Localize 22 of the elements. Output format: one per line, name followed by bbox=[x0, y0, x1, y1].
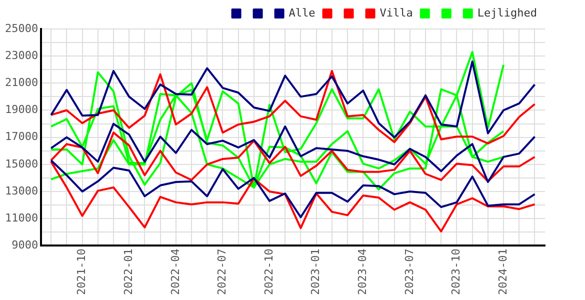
x-tick-label: 2023-10 bbox=[450, 248, 463, 295]
x-tick-label: 2022-10 bbox=[262, 248, 276, 295]
y-tick-label: 25000 bbox=[4, 22, 38, 35]
x-tick-label: 2022-04 bbox=[168, 248, 182, 295]
y-tick-label: 23000 bbox=[4, 48, 38, 62]
x-tick-label: 2022-07 bbox=[216, 248, 229, 295]
y-tick-label: 11000 bbox=[4, 211, 38, 224]
y-tick-label: 21000 bbox=[4, 76, 38, 90]
y-tick-label: 17000 bbox=[4, 130, 38, 144]
legend-label: Alle bbox=[288, 6, 316, 20]
x-tick-label: 2023-01 bbox=[309, 248, 322, 295]
y-tick-label: 9000 bbox=[12, 238, 38, 252]
x-tick-label: 2023-04 bbox=[356, 248, 369, 295]
y-tick-label: 13000 bbox=[4, 184, 38, 198]
x-tick-label: 2023-07 bbox=[402, 248, 416, 295]
x-tick-label: 2022-01 bbox=[122, 248, 135, 295]
y-tick-label: 19000 bbox=[4, 103, 38, 116]
legend-label: Villa bbox=[380, 6, 413, 20]
x-tick-label: 2024-01 bbox=[496, 248, 510, 295]
x-tick-label: 2021-10 bbox=[75, 248, 88, 295]
legend-label: Lejlighed bbox=[477, 6, 538, 20]
y-tick-label: 15000 bbox=[4, 157, 38, 170]
